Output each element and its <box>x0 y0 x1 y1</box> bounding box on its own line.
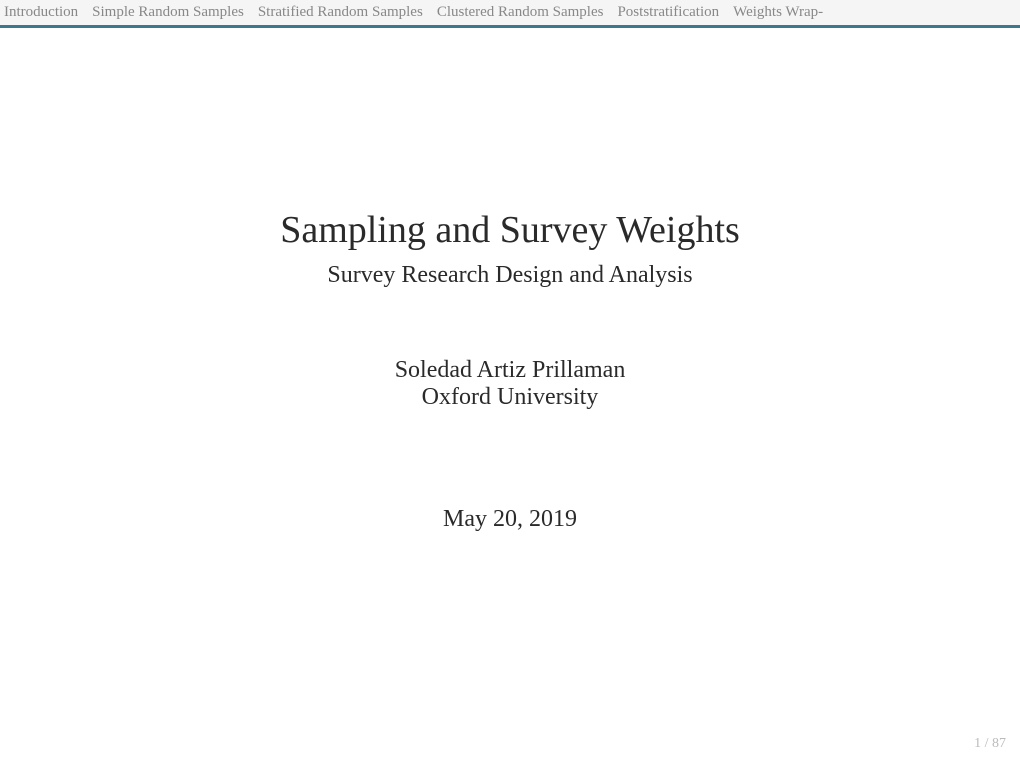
slide-subtitle: Survey Research Design and Analysis <box>0 262 1020 289</box>
nav-item-stratified[interactable]: Stratified Random Samples <box>258 4 423 21</box>
nav-item-weights-wrap[interactable]: Weights Wrap- <box>733 4 823 21</box>
nav-item-introduction[interactable]: Introduction <box>4 4 78 21</box>
navigation-bar: Introduction Simple Random Samples Strat… <box>0 0 1020 25</box>
presentation-date: May 20, 2019 <box>0 506 1020 533</box>
nav-item-clustered[interactable]: Clustered Random Samples <box>437 4 604 21</box>
page-number: 1 / 87 <box>974 736 1006 752</box>
author-name: Soledad Artiz Prillaman <box>0 357 1020 384</box>
slide-title: Sampling and Survey Weights <box>0 208 1020 252</box>
nav-item-poststratification[interactable]: Poststratification <box>617 4 719 21</box>
nav-item-simple-random[interactable]: Simple Random Samples <box>92 4 244 21</box>
slide-content: Sampling and Survey Weights Survey Resea… <box>0 28 1020 533</box>
author-affiliation: Oxford University <box>0 384 1020 411</box>
